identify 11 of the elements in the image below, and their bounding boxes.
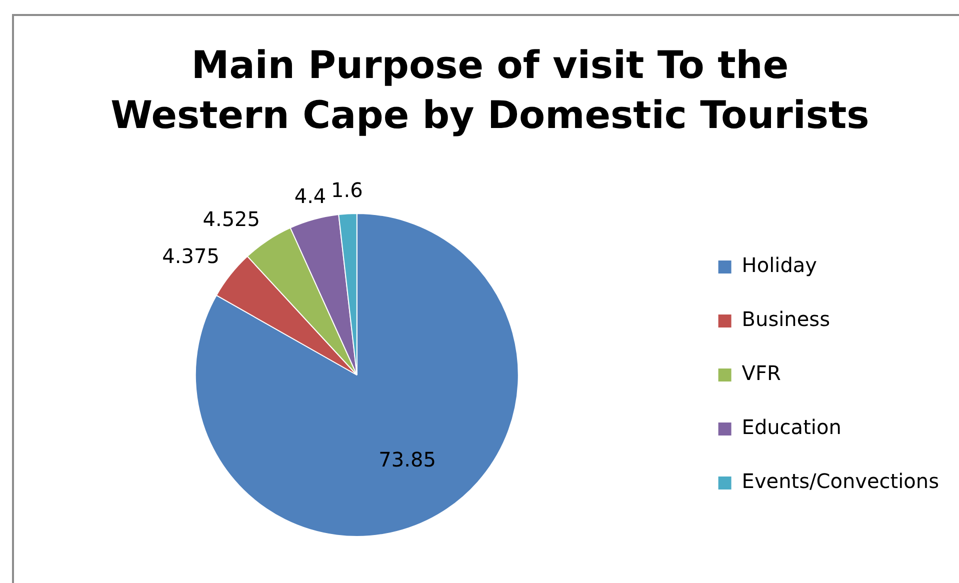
legend-label: Events/Convections <box>742 469 940 494</box>
data-label: 73.85 <box>378 448 436 472</box>
data-label: 4.525 <box>202 206 260 231</box>
legend-label: Holiday <box>742 253 818 278</box>
legend-label: VFR <box>742 361 781 386</box>
legend-label: Business <box>742 307 830 332</box>
data-label: 1.6 <box>331 178 363 202</box>
data-label: 4.4 <box>294 184 326 208</box>
data-label: 4.375 <box>162 244 220 268</box>
chart-title: Main Purpose of visit To the Western Cape by Domestic Tourists <box>110 42 870 139</box>
legend-label: Education <box>742 415 842 440</box>
